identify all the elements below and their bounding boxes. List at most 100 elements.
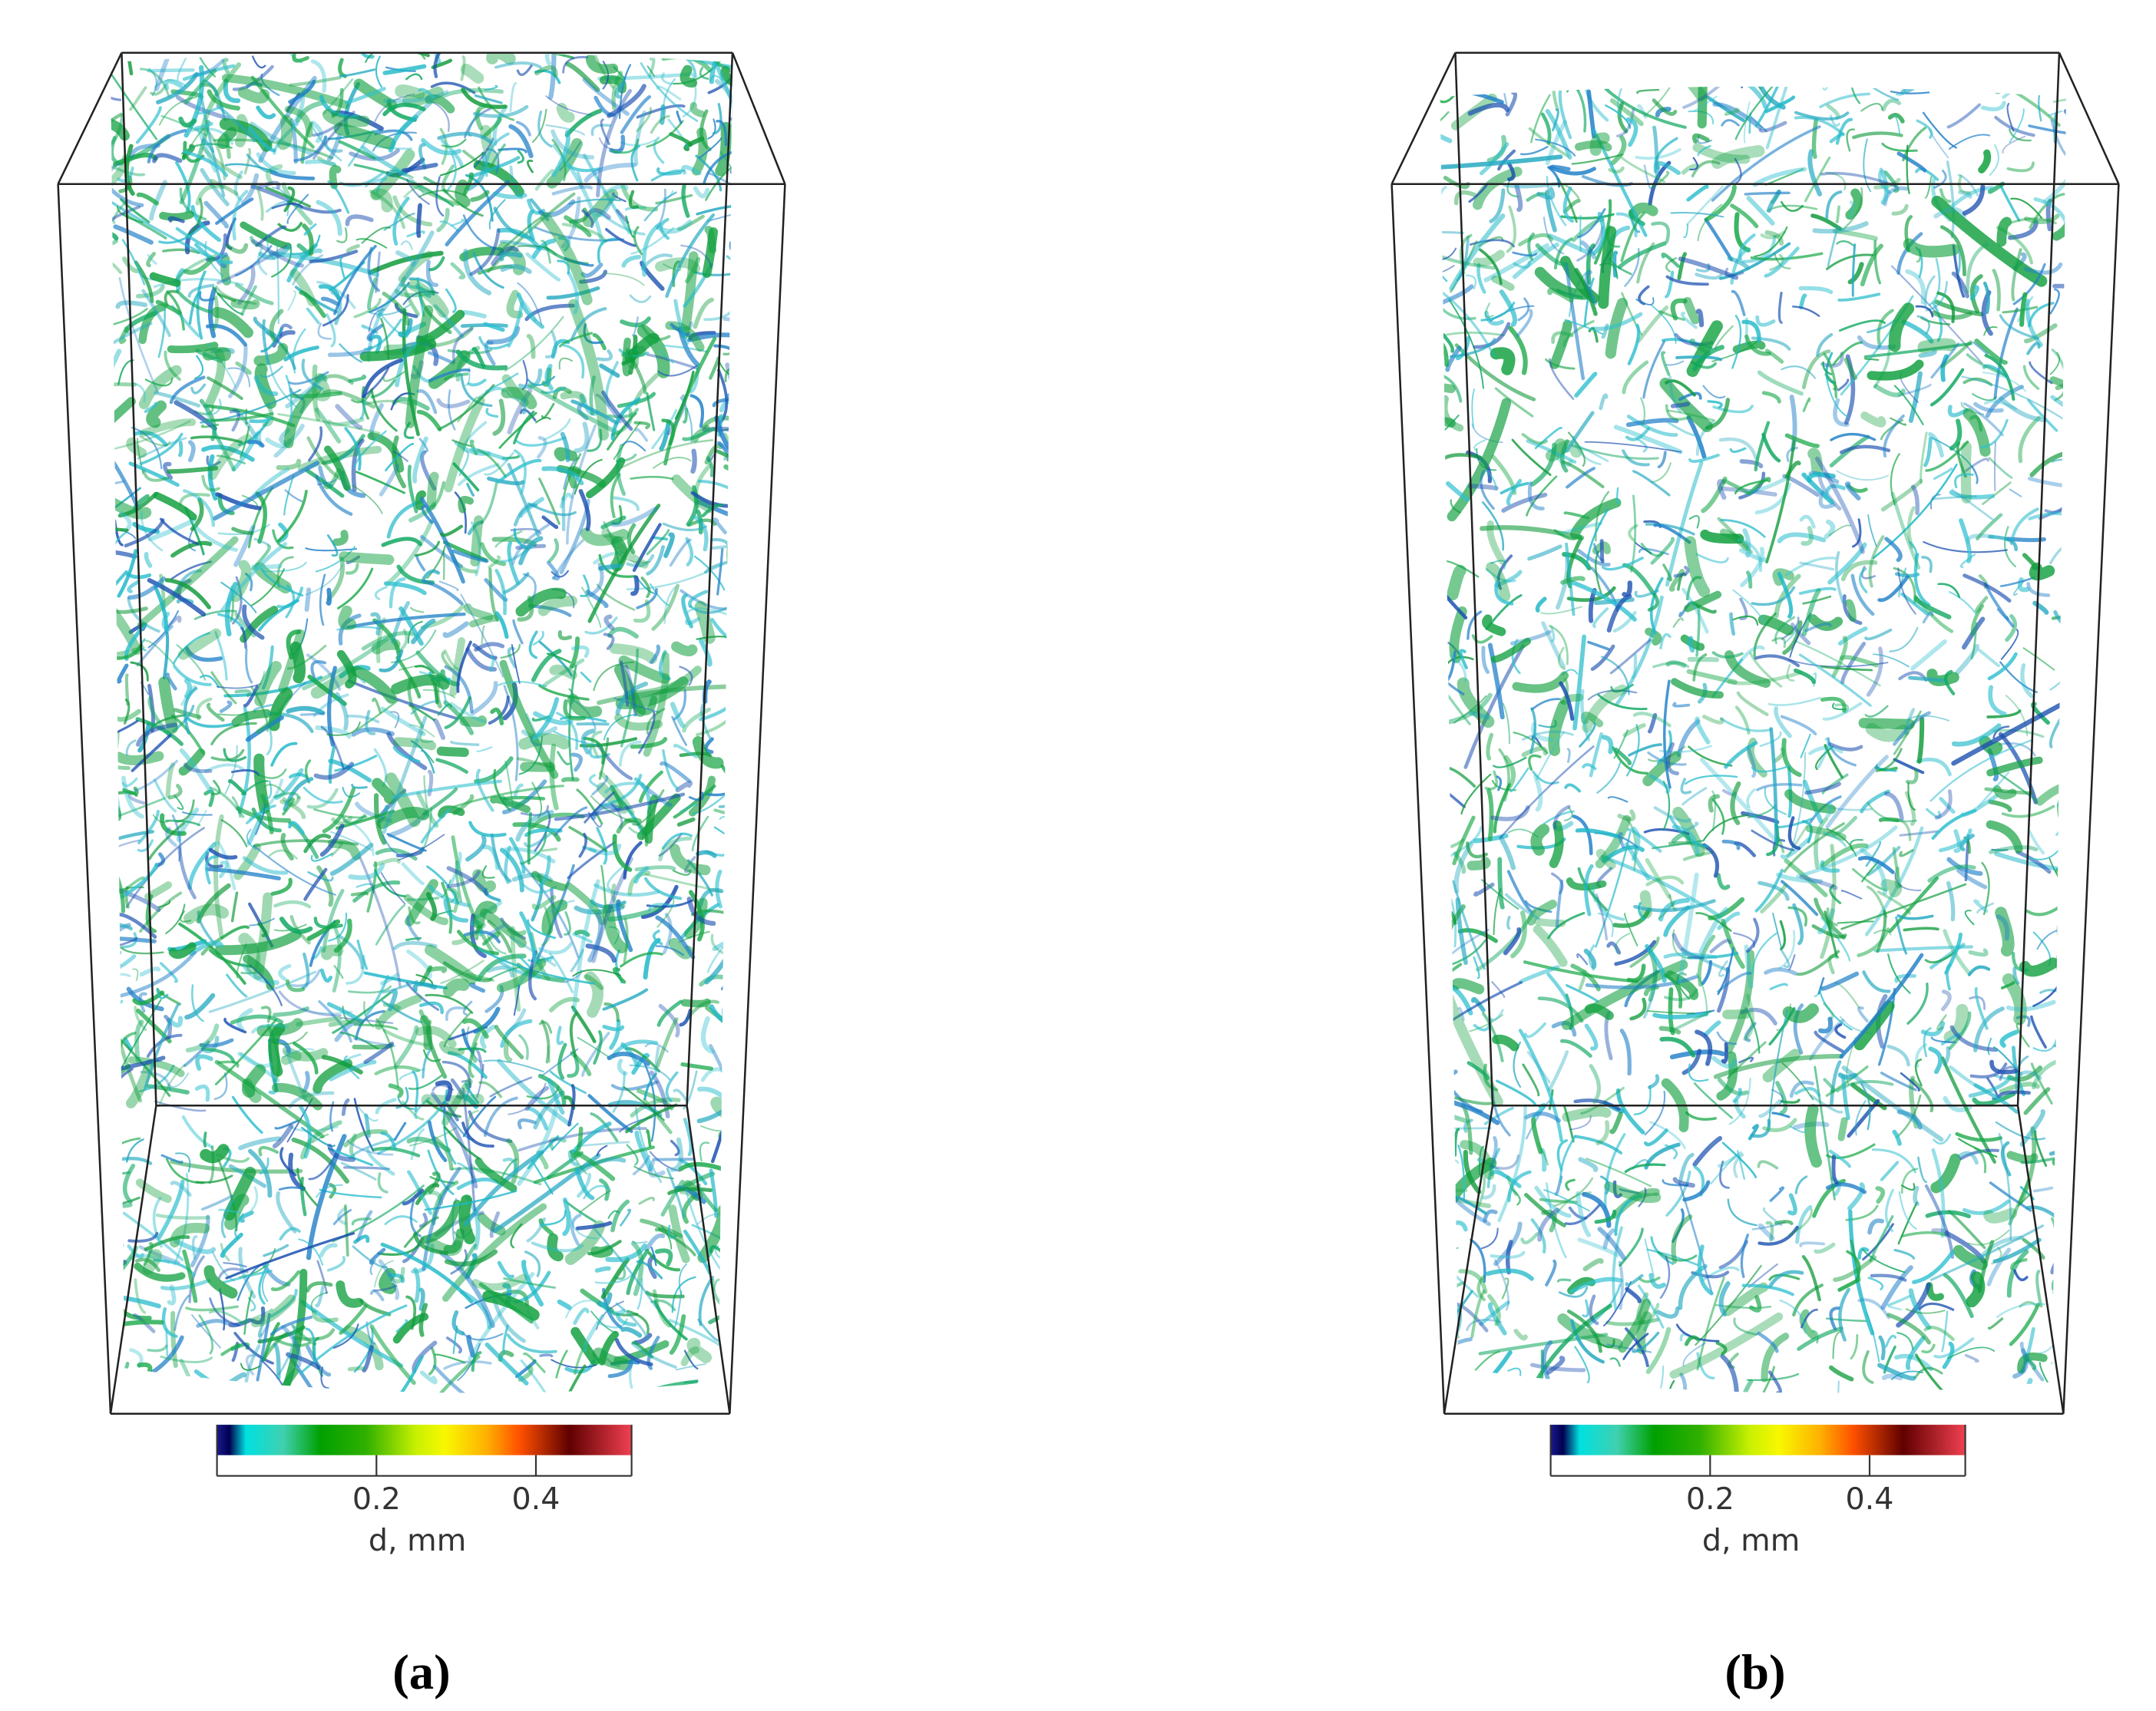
vessel [1779, 1299, 1807, 1334]
vessel [443, 1228, 465, 1254]
vessel [1970, 604, 1985, 636]
vessel [382, 834, 406, 857]
vessel [487, 934, 507, 955]
vessel [111, 547, 137, 559]
vessel [680, 998, 711, 1008]
vessel [604, 781, 644, 794]
vessel [1665, 970, 1698, 1000]
vessel [184, 646, 223, 662]
vessel [567, 1364, 587, 1393]
vessel [691, 127, 708, 176]
vessel [1497, 857, 1505, 910]
vessel [419, 534, 464, 568]
vessel [393, 1025, 419, 1069]
vessel [1506, 870, 1533, 913]
vessel [141, 289, 171, 338]
vessel [1697, 86, 1709, 129]
vessel [1963, 377, 1993, 387]
vessel [1687, 636, 1695, 653]
vessel [178, 748, 206, 776]
vessel [1617, 86, 1627, 116]
vessel [1973, 401, 2004, 413]
vessel [138, 1245, 180, 1265]
vessel [1784, 624, 1798, 644]
vessel [688, 775, 716, 817]
vessel [726, 528, 732, 580]
vessel [689, 101, 706, 117]
vessel [1455, 897, 1468, 966]
vessel [1929, 494, 1941, 510]
vessel [336, 1207, 347, 1225]
vessel [1721, 1042, 1728, 1064]
vessel [1695, 716, 1711, 745]
vessel [1622, 1333, 1649, 1360]
vessel [111, 704, 117, 732]
vessel [277, 114, 293, 150]
vessel [494, 569, 507, 616]
vessel [1931, 809, 1977, 840]
vessel [1473, 322, 1511, 349]
vessel [425, 993, 474, 1014]
vessel [1566, 1310, 1602, 1353]
vessel [111, 180, 144, 207]
vessel [1890, 91, 1930, 94]
vessel [262, 1322, 280, 1362]
vessel [2022, 365, 2040, 390]
vessel [596, 1145, 608, 1157]
vessel [339, 343, 362, 363]
vessel [371, 149, 415, 200]
vessel [564, 882, 606, 926]
vessel [1440, 382, 1456, 394]
vessel [283, 777, 314, 811]
vessel [1665, 660, 1687, 668]
vessel [161, 611, 170, 632]
vessel [1543, 1189, 1591, 1212]
vessel [1777, 292, 1783, 324]
vessel [1876, 910, 1887, 953]
vessel [1447, 1113, 1467, 1123]
vessel [306, 919, 341, 941]
vessel [558, 357, 574, 370]
vessel [1589, 732, 1603, 778]
vessel [401, 862, 425, 886]
vessel [1530, 698, 1562, 711]
vessel [1668, 1379, 1679, 1393]
vessel [336, 227, 348, 243]
vessel [1608, 166, 1625, 173]
vessel [111, 382, 137, 389]
vessel [729, 1291, 732, 1332]
vessel [1711, 798, 1725, 835]
vessel [1711, 125, 1821, 202]
vessel [468, 821, 507, 837]
vessel [660, 72, 673, 85]
vessel [1545, 358, 1576, 370]
vessel [488, 695, 510, 725]
vessel [1511, 639, 1521, 675]
vessel [1624, 913, 1638, 946]
vessel [602, 183, 629, 196]
vessel [1999, 1065, 2018, 1081]
vessel [1467, 610, 1483, 640]
vessel [1541, 621, 1566, 669]
vessel [1833, 398, 1850, 427]
vessel [334, 755, 378, 772]
vessel [1870, 1273, 1907, 1282]
vessel [544, 330, 558, 358]
vessel [319, 573, 326, 626]
vessel [1449, 826, 1483, 857]
vessel [315, 1184, 343, 1198]
vessel [574, 458, 603, 495]
vessel [430, 81, 476, 94]
vessel [1759, 731, 1782, 748]
vessel [551, 130, 570, 177]
vessel [1499, 289, 1518, 327]
vessel [1997, 1090, 2031, 1098]
vessel [1518, 233, 1554, 246]
vessel [338, 140, 376, 160]
vessel [1793, 668, 1816, 685]
vessel [1841, 1074, 1850, 1121]
vessel [191, 1314, 221, 1349]
vessel [709, 1168, 719, 1218]
vessel [1645, 857, 1672, 899]
vessel [596, 583, 636, 611]
